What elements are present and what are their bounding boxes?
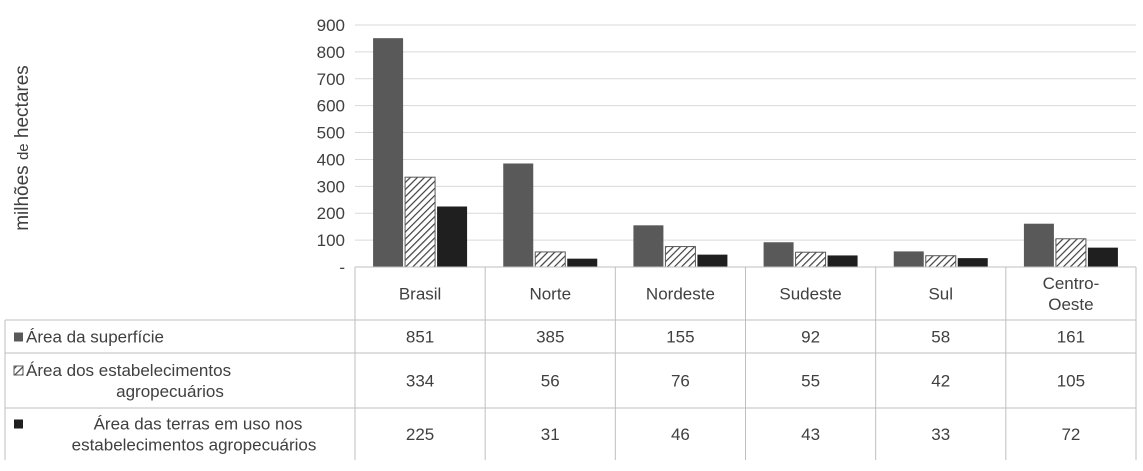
table-value: 334 (406, 372, 434, 391)
series-label: Área das terras em uso nos (94, 415, 303, 434)
y-tick-label: 900 (317, 16, 345, 35)
table-value: 105 (1057, 372, 1085, 391)
series-label: estabelecimentos agropecuários (72, 436, 317, 455)
bar-1-sul (893, 251, 924, 267)
bar-1-nordeste (633, 225, 664, 267)
category-label: Nordeste (646, 285, 715, 304)
bar-2-sul (925, 255, 957, 268)
bar-1-centro-oeste (1023, 223, 1054, 267)
y-tick-label: 400 (317, 150, 345, 169)
legend-key (14, 332, 23, 342)
y-tick-label: 700 (317, 70, 345, 89)
y-tick-label: 600 (317, 97, 345, 116)
table-value: 851 (406, 328, 434, 347)
bar-2-sudeste (795, 251, 827, 268)
bar-2-nordeste (664, 246, 696, 268)
bar-2-norte (534, 251, 566, 268)
y-tick-label: 500 (317, 124, 345, 143)
y-axis-label: milhões de hectares (12, 65, 33, 231)
bar-3-nordeste (697, 254, 728, 267)
table-value: 161 (1057, 328, 1085, 347)
bar-3-sul (957, 258, 988, 267)
y-tick-label: 800 (317, 43, 345, 62)
legend-key (13, 365, 24, 376)
bar-2-brasil (404, 176, 436, 268)
legend-key (14, 419, 23, 429)
category-label: Norte (529, 285, 571, 304)
category-label: Sudeste (779, 285, 841, 304)
gridlines (355, 24, 1136, 268)
table-value: 55 (801, 372, 820, 391)
table-value: 56 (541, 372, 560, 391)
table-value: 31 (541, 425, 560, 444)
series-label: agropecuários (116, 382, 224, 401)
bar-1-norte (503, 163, 534, 267)
table-value: 46 (671, 425, 690, 444)
category-label: Brasil (399, 285, 442, 304)
series-label: Área da superfície (26, 328, 164, 347)
bar-3-centro-oeste (1087, 247, 1118, 267)
table-value: 72 (1061, 425, 1080, 444)
category-label: Oeste (1048, 295, 1093, 314)
table-value: 92 (801, 328, 820, 347)
table-value: 42 (931, 372, 950, 391)
y-tick-label: 200 (317, 204, 345, 223)
series-label: Área dos estabelecimentos (26, 361, 231, 380)
bar-3-brasil (437, 206, 468, 267)
bars (373, 38, 1118, 268)
y-axis: - 100 200 300 400 500 600 700 800 900 (317, 16, 345, 277)
table-value: 33 (931, 425, 950, 444)
category-label: Sul (928, 285, 953, 304)
table-value: 385 (536, 328, 564, 347)
bar-3-norte (567, 258, 598, 267)
table-value: 225 (406, 425, 434, 444)
y-tick-label: 100 (317, 231, 345, 250)
table-value: 58 (931, 328, 950, 347)
table-value: 43 (801, 425, 820, 444)
table-value: 76 (671, 372, 690, 391)
table-value: 155 (666, 328, 694, 347)
bar-3-sudeste (827, 255, 858, 267)
bar-2-centro-oeste (1055, 238, 1087, 268)
y-tick-label: 300 (317, 177, 345, 196)
data-table: Brasil Norte Nordeste Sudeste Sul Centro- Oest… (4, 266, 1137, 460)
category-label: Centro- (1043, 274, 1100, 293)
bar-1-sudeste (763, 242, 794, 267)
y-tick-label: - (339, 258, 345, 277)
bar-1-brasil (373, 38, 404, 268)
